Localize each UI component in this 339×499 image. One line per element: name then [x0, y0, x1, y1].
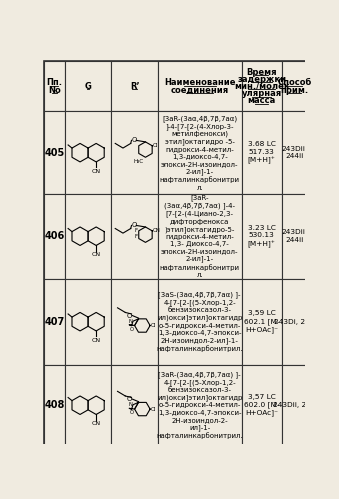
Bar [242, 194, 282, 278]
Bar [65, 278, 111, 365]
Text: O: O [129, 326, 134, 331]
Text: O: O [126, 396, 132, 402]
Bar [111, 111, 158, 194]
Text: 3,57 LC
602.0 [M-
H+OAc]⁻: 3,57 LC 602.0 [M- H+OAc]⁻ [244, 394, 279, 417]
Bar [65, 365, 111, 446]
Text: O: O [131, 137, 137, 143]
Bar [282, 278, 307, 365]
Bar [111, 365, 158, 446]
Text: Cl: Cl [153, 143, 158, 148]
Bar [158, 111, 242, 194]
Bar [65, 194, 111, 278]
Text: 243Dii, 253: 243Dii, 253 [273, 402, 316, 408]
Text: 3.23 LC
530.13
[M+H]⁺: 3.23 LC 530.13 [M+H]⁺ [248, 225, 276, 248]
Text: Время: Время [246, 68, 277, 77]
Text: F: F [135, 229, 138, 234]
Text: соединения: соединения [171, 85, 229, 94]
Bar [282, 61, 307, 111]
Bar [44, 111, 65, 194]
Text: 243Dii,
244ii: 243Dii, 244ii [281, 230, 307, 243]
Bar [242, 278, 282, 365]
Text: O: O [126, 312, 132, 318]
Text: улярная: улярная [242, 89, 282, 98]
Bar [111, 194, 158, 278]
Text: CN: CN [92, 252, 101, 257]
Text: 3.68 LC
517.33
[M+H]⁺: 3.68 LC 517.33 [M+H]⁺ [248, 141, 276, 164]
Bar [111, 278, 158, 365]
Bar [242, 111, 282, 194]
Text: 407: 407 [44, 317, 64, 327]
Bar [242, 61, 282, 111]
Bar [282, 194, 307, 278]
Text: масса: масса [247, 96, 276, 105]
Text: No: No [48, 85, 61, 94]
Text: [3aR-(3aα,4β,7β,7aα) ]-
4-[7-[2-[(5-Хлор-1,2-
бензизоксазол-3-
ил)окси]этил]окта: [3aR-(3aα,4β,7β,7aα) ]- 4-[7-[2-[(5-Хлор… [156, 371, 243, 439]
Bar [44, 61, 65, 111]
Text: [3aR-(3aα,4β,7β,7aα)
]-4-[7-[2-(4-Хлор-3-
метилфенокси)
этил]октагидро -5-
гидро: [3aR-(3aα,4β,7β,7aα) ]-4-[7-[2-(4-Хлор-3… [160, 115, 240, 191]
Bar [44, 194, 65, 278]
Text: Cl: Cl [151, 323, 156, 328]
Text: 243Dii,
244ii: 243Dii, 244ii [281, 146, 307, 159]
Text: H₃C: H₃C [134, 159, 144, 164]
Text: F: F [135, 234, 138, 239]
Text: CN: CN [92, 338, 101, 343]
Text: O: O [129, 410, 134, 415]
Text: Пп.: Пп. [46, 78, 62, 87]
Bar [65, 61, 111, 111]
Text: CN: CN [153, 229, 161, 234]
Text: 406: 406 [44, 231, 64, 241]
Bar [111, 61, 158, 111]
Text: задержки: задержки [237, 75, 286, 84]
Bar [282, 111, 307, 194]
Bar [158, 278, 242, 365]
Text: CN: CN [92, 421, 101, 426]
Text: 3,59 LC
602.1 [M-
H+OAc]⁻: 3,59 LC 602.1 [M- H+OAc]⁻ [244, 310, 279, 333]
Text: мин./молек: мин./молек [234, 82, 290, 91]
Bar [65, 111, 111, 194]
Text: N: N [128, 402, 132, 407]
Bar [282, 365, 307, 446]
Bar [158, 194, 242, 278]
Text: 405: 405 [44, 148, 64, 158]
Text: Способ: Способ [277, 78, 312, 87]
Text: Cl: Cl [151, 407, 156, 412]
Bar [44, 365, 65, 446]
Bar [158, 61, 242, 111]
Text: прим.: прим. [280, 85, 308, 94]
Bar [242, 365, 282, 446]
Text: O: O [131, 223, 137, 229]
Text: [3aS-(3aα,4β,7β,7aα) ]-
4-[7-[2-[(5-Хлор-1,2-
бензизоксазол-3-
ил)окси]этил]окта: [3aS-(3aα,4β,7β,7aα) ]- 4-[7-[2-[(5-Хлор… [156, 291, 243, 352]
Text: Наименование: Наименование [164, 78, 236, 87]
Text: N: N [128, 319, 132, 324]
Bar [44, 278, 65, 365]
Text: R’: R’ [130, 82, 139, 91]
Text: G: G [85, 82, 92, 91]
Text: [3aR-
(3aα,4β,7β,7aα) ]-4-
[7-[2-(4-Циано-2,3-
дифторфенокса
)этил]октагидро-5-
: [3aR- (3aα,4β,7β,7aα) ]-4- [7-[2-(4-Циан… [160, 195, 240, 278]
Text: 408: 408 [44, 400, 64, 410]
Bar [158, 365, 242, 446]
Text: CN: CN [92, 169, 101, 174]
Text: 243Di, 252: 243Di, 252 [274, 319, 315, 325]
